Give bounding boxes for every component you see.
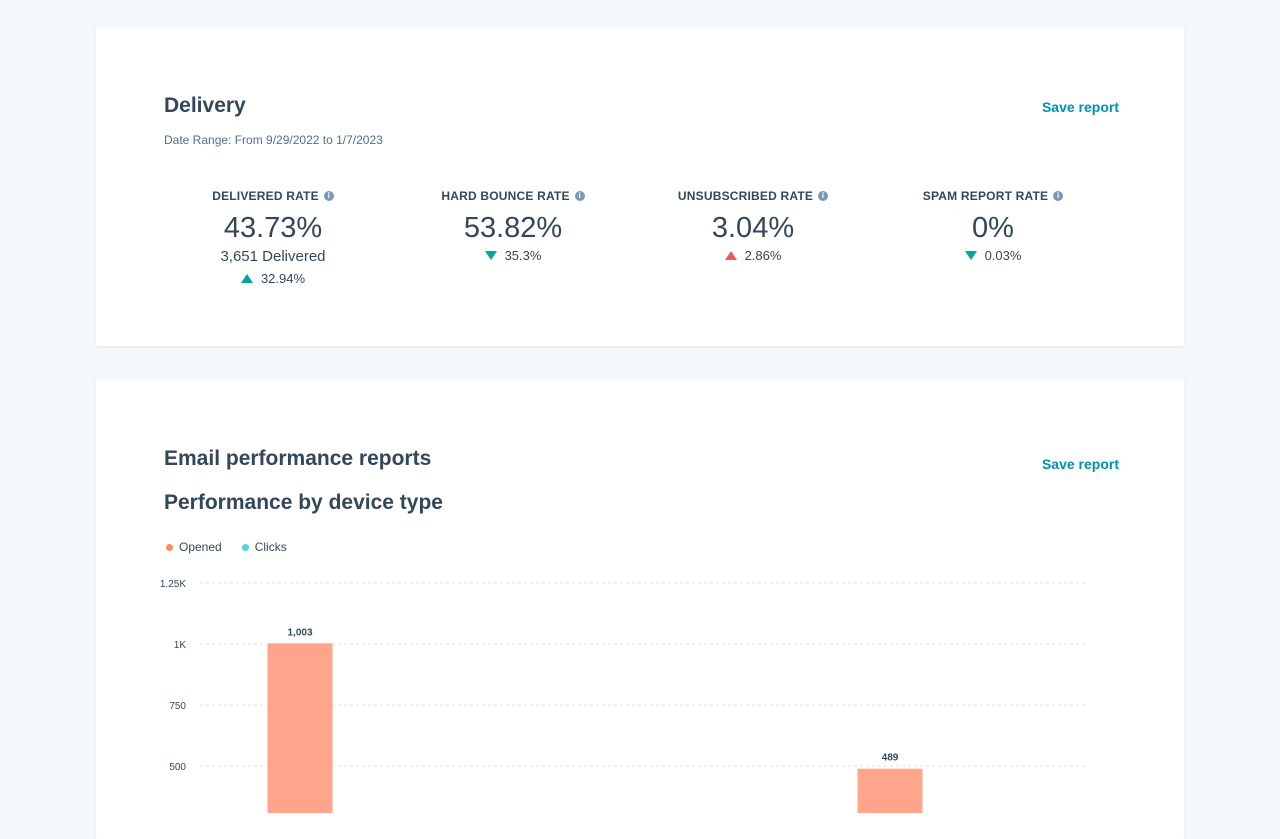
- y-tick-label: 1K: [174, 640, 187, 651]
- y-tick-label: 750: [169, 701, 186, 712]
- delivery-metrics: DELIVERED RATE i 43.73% 3,651 Delivered …: [153, 189, 1113, 286]
- info-icon[interactable]: i: [323, 191, 334, 201]
- metric-value: 3.04%: [711, 212, 795, 244]
- metric-label-text: HARD BOUNCE RATE: [441, 189, 570, 203]
- legend-dot-clicks: [241, 543, 249, 551]
- metric-label-unsubscribed: UNSUBSCRIBED RATE i: [677, 189, 829, 203]
- metric-label-delivered: DELIVERED RATE i: [212, 189, 334, 203]
- chart-legend: Opened Clicks: [166, 540, 287, 554]
- y-tick-label: 1.25K: [160, 579, 186, 590]
- bar-data-label: 1,003: [287, 627, 312, 638]
- metric-change: 35.3%: [484, 248, 542, 263]
- metric-label-hard-bounce: HARD BOUNCE RATE i: [441, 189, 585, 203]
- email-reports-title: Email performance reports: [164, 447, 432, 470]
- legend-item-clicks[interactable]: Clicks: [241, 540, 287, 554]
- legend-dot-opened: [166, 543, 173, 551]
- chart-title: Performance by device type: [164, 491, 443, 514]
- metric-spam-report-rate: SPAM REPORT RATE i 0% 0.03%: [873, 189, 1113, 286]
- metric-change: 0.03%: [964, 248, 1022, 263]
- metric-label-spam-report: SPAM REPORT RATE i: [922, 189, 1064, 203]
- trend-up-icon: [724, 251, 737, 260]
- metric-label-text: SPAM REPORT RATE: [922, 189, 1049, 203]
- metric-label-text: DELIVERED RATE: [212, 189, 319, 203]
- trend-down-icon: [484, 251, 497, 260]
- trend-up-icon: [240, 274, 253, 283]
- metric-change: 32.94%: [240, 271, 306, 286]
- bar-opened[interactable]: [267, 643, 333, 813]
- delivery-card: Delivery Save report Date Range: From 9/…: [96, 27, 1184, 346]
- trend-down-icon: [964, 251, 977, 260]
- metric-value: 0%: [972, 212, 1014, 244]
- metric-value: 43.73%: [223, 212, 323, 244]
- legend-label: Opened: [179, 540, 222, 554]
- delivery-title: Delivery: [164, 94, 246, 117]
- delivery-save-report-link[interactable]: Save report: [1041, 99, 1119, 115]
- metric-change-value: 35.3%: [504, 248, 542, 263]
- metric-change: 2.86%: [724, 248, 782, 263]
- bar-opened[interactable]: [857, 768, 923, 813]
- metric-change-value: 0.03%: [984, 248, 1022, 263]
- info-icon[interactable]: i: [574, 191, 585, 201]
- metric-delivered-rate: DELIVERED RATE i 43.73% 3,651 Delivered …: [153, 189, 393, 286]
- date-range-text: Date Range: From 9/29/2022 to 1/7/2023: [164, 133, 383, 147]
- info-icon[interactable]: i: [1053, 191, 1064, 201]
- y-tick-label: 500: [169, 762, 186, 773]
- bar-data-label: 489: [882, 753, 899, 764]
- metric-hard-bounce-rate: HARD BOUNCE RATE i 53.82% 35.3%: [393, 189, 633, 286]
- metric-unsubscribed-rate: UNSUBSCRIBED RATE i 3.04% 2.86%: [633, 189, 873, 286]
- metric-subtext: 3,651 Delivered: [220, 248, 326, 265]
- email-save-report-link[interactable]: Save report: [1041, 456, 1119, 472]
- metric-change-value: 32.94%: [260, 271, 306, 286]
- metric-value: 53.82%: [463, 212, 563, 244]
- info-icon[interactable]: i: [818, 191, 829, 201]
- device-type-bar-chart: 1.25K 1K 750 500 1,003 489: [160, 579, 1086, 813]
- metric-change-value: 2.86%: [744, 248, 782, 263]
- email-performance-card: Email performance reports Save report Pe…: [96, 379, 1184, 839]
- legend-item-opened[interactable]: Opened: [166, 540, 222, 554]
- legend-label: Clicks: [254, 540, 287, 554]
- metric-label-text: UNSUBSCRIBED RATE: [677, 189, 814, 203]
